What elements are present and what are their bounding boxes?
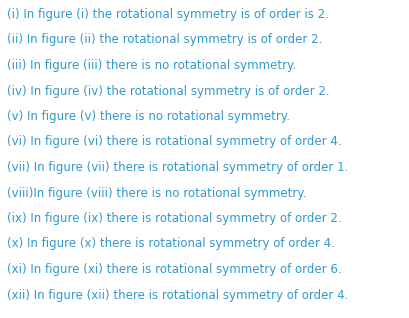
Text: (v) In figure (v) there is no rotational symmetry.: (v) In figure (v) there is no rotational… (7, 110, 289, 123)
Text: (iii) In figure (iii) there is no rotational symmetry.: (iii) In figure (iii) there is no rotati… (7, 59, 296, 72)
Text: (x) In figure (x) there is rotational symmetry of order 4.: (x) In figure (x) there is rotational sy… (7, 238, 334, 251)
Text: (xi) In figure (xi) there is rotational symmetry of order 6.: (xi) In figure (xi) there is rotational … (7, 263, 341, 276)
Text: (viii)In figure (viii) there is no rotational symmetry.: (viii)In figure (viii) there is no rotat… (7, 186, 306, 199)
Text: (iv) In figure (iv) the rotational symmetry is of order 2.: (iv) In figure (iv) the rotational symme… (7, 85, 329, 98)
Text: (vii) In figure (vii) there is rotational symmetry of order 1.: (vii) In figure (vii) there is rotationa… (7, 161, 348, 174)
Text: (vi) In figure (vi) there is rotational symmetry of order 4.: (vi) In figure (vi) there is rotational … (7, 135, 341, 149)
Text: (ix) In figure (ix) there is rotational symmetry of order 2.: (ix) In figure (ix) there is rotational … (7, 212, 341, 225)
Text: (ii) In figure (ii) the rotational symmetry is of order 2.: (ii) In figure (ii) the rotational symme… (7, 33, 321, 46)
Text: (xii) In figure (xii) there is rotational symmetry of order 4.: (xii) In figure (xii) there is rotationa… (7, 288, 348, 301)
Text: (i) In figure (i) the rotational symmetry is of order is 2.: (i) In figure (i) the rotational symmetr… (7, 8, 328, 21)
